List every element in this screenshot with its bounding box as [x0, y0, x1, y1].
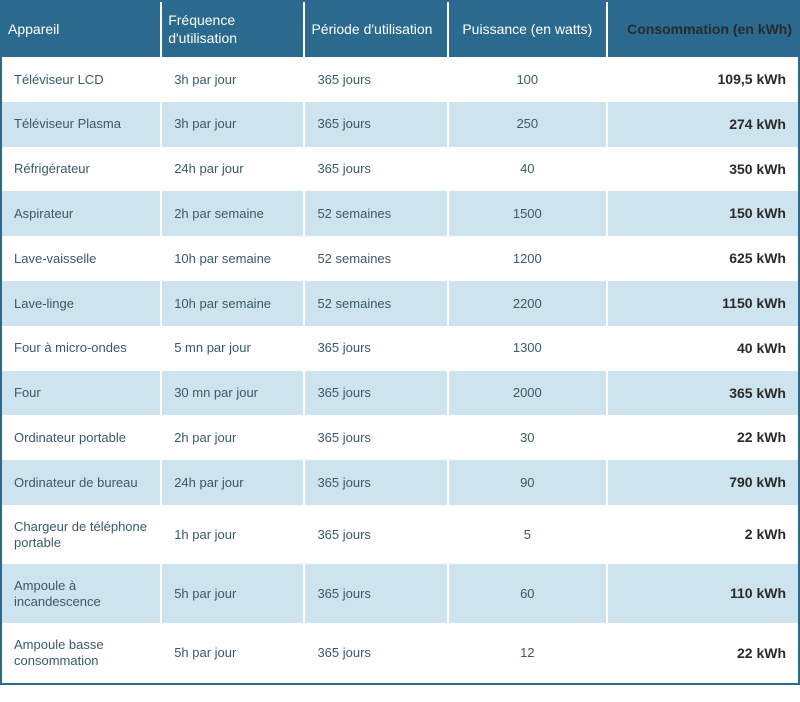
cell-frequence: 5h par jour [161, 623, 304, 682]
cell-appareil: Ampoule à incandescence [2, 564, 161, 623]
cell-puissance: 30 [448, 415, 607, 460]
cell-periode: 365 jours [304, 371, 447, 416]
cell-appareil: Réfrigérateur [2, 147, 161, 192]
table-row: Aspirateur2h par semaine52 semaines15001… [2, 191, 798, 236]
cell-frequence: 2h par jour [161, 415, 304, 460]
cell-frequence: 24h par jour [161, 460, 304, 505]
cell-periode: 52 semaines [304, 236, 447, 281]
cell-frequence: 3h par jour [161, 102, 304, 147]
cell-puissance: 5 [448, 505, 607, 564]
cell-frequence: 5h par jour [161, 564, 304, 623]
cell-puissance: 1500 [448, 191, 607, 236]
table-row: Chargeur de téléphone portable1h par jou… [2, 505, 798, 564]
cell-periode: 52 semaines [304, 191, 447, 236]
cell-frequence: 5 mn par jour [161, 326, 304, 371]
cell-periode: 365 jours [304, 57, 447, 102]
cell-consommation: 110 kWh [607, 564, 798, 623]
cell-puissance: 2000 [448, 371, 607, 416]
cell-consommation: 2 kWh [607, 505, 798, 564]
cell-frequence: 3h par jour [161, 57, 304, 102]
table-row: Lave-linge10h par semaine52 semaines2200… [2, 281, 798, 326]
cell-puissance: 90 [448, 460, 607, 505]
cell-puissance: 12 [448, 623, 607, 682]
cell-appareil: Aspirateur [2, 191, 161, 236]
cell-consommation: 350 kWh [607, 147, 798, 192]
cell-appareil: Lave-vaisselle [2, 236, 161, 281]
table-row: Lave-vaisselle10h par semaine52 semaines… [2, 236, 798, 281]
cell-appareil: Ampoule basse consommation [2, 623, 161, 682]
cell-periode: 365 jours [304, 623, 447, 682]
table-row: Téléviseur LCD3h par jour365 jours100109… [2, 57, 798, 102]
cell-puissance: 250 [448, 102, 607, 147]
cell-frequence: 10h par semaine [161, 281, 304, 326]
cell-periode: 365 jours [304, 505, 447, 564]
table-header: Appareil Fréquence d'utilisation Période… [2, 2, 798, 57]
col-header-frequence: Fréquence d'utilisation [161, 2, 304, 57]
cell-appareil: Ordinateur portable [2, 415, 161, 460]
cell-appareil: Téléviseur Plasma [2, 102, 161, 147]
cell-frequence: 10h par semaine [161, 236, 304, 281]
cell-consommation: 274 kWh [607, 102, 798, 147]
cell-consommation: 365 kWh [607, 371, 798, 416]
cell-puissance: 1300 [448, 326, 607, 371]
cell-appareil: Four [2, 371, 161, 416]
cell-puissance: 100 [448, 57, 607, 102]
cell-periode: 365 jours [304, 564, 447, 623]
cell-frequence: 30 mn par jour [161, 371, 304, 416]
table-body: Téléviseur LCD3h par jour365 jours100109… [2, 57, 798, 683]
table-row: Four30 mn par jour365 jours2000365 kWh [2, 371, 798, 416]
cell-consommation: 1150 kWh [607, 281, 798, 326]
cell-consommation: 40 kWh [607, 326, 798, 371]
cell-frequence: 2h par semaine [161, 191, 304, 236]
cell-periode: 365 jours [304, 460, 447, 505]
table: Appareil Fréquence d'utilisation Période… [2, 2, 798, 683]
cell-consommation: 625 kWh [607, 236, 798, 281]
cell-consommation: 22 kWh [607, 415, 798, 460]
table-row: Ordinateur portable2h par jour365 jours3… [2, 415, 798, 460]
cell-consommation: 22 kWh [607, 623, 798, 682]
cell-appareil: Chargeur de téléphone portable [2, 505, 161, 564]
col-header-puissance: Puissance (en watts) [448, 2, 607, 57]
cell-consommation: 150 kWh [607, 191, 798, 236]
cell-frequence: 24h par jour [161, 147, 304, 192]
energy-consumption-table: Appareil Fréquence d'utilisation Période… [0, 0, 800, 685]
cell-puissance: 40 [448, 147, 607, 192]
table-row: Ampoule à incandescence5h par jour365 jo… [2, 564, 798, 623]
cell-consommation: 790 kWh [607, 460, 798, 505]
cell-appareil: Ordinateur de bureau [2, 460, 161, 505]
table-row: Ordinateur de bureau24h par jour365 jour… [2, 460, 798, 505]
cell-puissance: 2200 [448, 281, 607, 326]
cell-appareil: Lave-linge [2, 281, 161, 326]
table-row: Four à micro-ondes5 mn par jour365 jours… [2, 326, 798, 371]
cell-periode: 52 semaines [304, 281, 447, 326]
cell-periode: 365 jours [304, 326, 447, 371]
cell-periode: 365 jours [304, 102, 447, 147]
table-row: Téléviseur Plasma3h par jour365 jours250… [2, 102, 798, 147]
table-row: Réfrigérateur24h par jour365 jours40350 … [2, 147, 798, 192]
col-header-appareil: Appareil [2, 2, 161, 57]
table-row: Ampoule basse consommation5h par jour365… [2, 623, 798, 682]
cell-frequence: 1h par jour [161, 505, 304, 564]
cell-periode: 365 jours [304, 415, 447, 460]
cell-periode: 365 jours [304, 147, 447, 192]
col-header-consommation: Consommation (en kWh) [607, 2, 798, 57]
cell-puissance: 60 [448, 564, 607, 623]
cell-appareil: Téléviseur LCD [2, 57, 161, 102]
col-header-periode: Période d'utilisation [304, 2, 447, 57]
header-row: Appareil Fréquence d'utilisation Période… [2, 2, 798, 57]
cell-appareil: Four à micro-ondes [2, 326, 161, 371]
cell-consommation: 109,5 kWh [607, 57, 798, 102]
cell-puissance: 1200 [448, 236, 607, 281]
